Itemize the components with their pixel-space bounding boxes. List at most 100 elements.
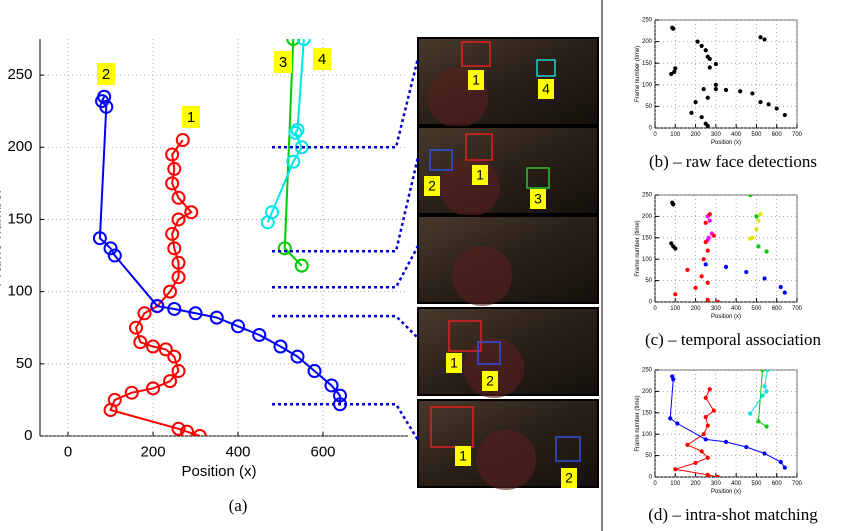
face-label: 1	[450, 355, 458, 371]
x-tick-label: 0	[653, 481, 657, 487]
point	[686, 443, 690, 447]
point	[668, 417, 672, 421]
y-tick-label: 100	[642, 257, 653, 263]
point	[670, 375, 674, 379]
face-label: 1	[476, 167, 484, 183]
face-label: 4	[542, 81, 550, 97]
point	[702, 87, 706, 91]
x-tick-label: 400	[226, 443, 251, 460]
annotation: 1	[187, 109, 195, 126]
point	[783, 291, 787, 295]
point	[708, 387, 712, 391]
point	[696, 40, 700, 44]
point	[779, 285, 783, 289]
point	[714, 83, 718, 87]
x-tick-label: 100	[670, 132, 681, 138]
x-tick-label: 0	[653, 132, 657, 138]
point	[763, 277, 767, 281]
point	[714, 87, 718, 91]
x-axis-label: Position (x)	[711, 140, 741, 146]
point	[704, 263, 708, 267]
point	[671, 203, 675, 207]
frame-figure	[452, 246, 512, 306]
y-tick-label: 0	[649, 300, 653, 306]
point	[766, 368, 770, 372]
y-tick-label: 250	[642, 193, 653, 199]
x-tick-label: 500	[751, 481, 762, 487]
point	[708, 66, 712, 70]
point	[744, 270, 748, 274]
point	[704, 48, 708, 52]
x-tick-label: 300	[711, 132, 722, 138]
point	[671, 27, 675, 31]
frame-link	[272, 316, 418, 338]
point	[694, 286, 698, 290]
series-group	[669, 193, 786, 304]
x-tick-label: 400	[731, 481, 742, 487]
point	[757, 420, 761, 424]
point	[676, 422, 680, 426]
point	[673, 67, 677, 71]
y-tick-label: 0	[649, 126, 653, 132]
caption: (c) – temporal association	[645, 330, 822, 349]
x-axis-label: Position (x)	[711, 314, 741, 320]
caption: (a)	[229, 496, 248, 515]
plot-frame	[655, 20, 797, 128]
point	[744, 445, 748, 449]
point	[759, 100, 763, 104]
point	[700, 450, 704, 454]
point	[706, 96, 710, 100]
x-tick-label: 200	[691, 132, 702, 138]
point	[708, 57, 712, 61]
point	[716, 300, 720, 304]
point	[673, 247, 677, 251]
point	[686, 268, 690, 272]
point	[673, 292, 677, 296]
point	[712, 234, 716, 238]
x-tick-label: 300	[711, 306, 722, 312]
point	[751, 92, 755, 96]
series-group	[94, 33, 346, 442]
point	[700, 115, 704, 119]
point	[673, 467, 677, 471]
point	[704, 415, 708, 419]
face-label: 2	[565, 470, 573, 486]
frame-link	[272, 157, 418, 251]
y-tick-label: 50	[645, 278, 652, 284]
figure: 0200400600050100150200250Position (x)Fra…	[0, 0, 866, 531]
point	[757, 245, 761, 249]
point	[763, 384, 767, 388]
point	[765, 425, 769, 429]
y-axis-label: Frame number	[0, 188, 4, 286]
y-axis-label: Frame number (time)	[635, 46, 641, 102]
point	[763, 452, 767, 456]
x-tick-label: 300	[711, 481, 722, 487]
y-tick-label: 200	[642, 214, 653, 220]
y-tick-label: 150	[642, 410, 653, 416]
y-axis-label: Frame number (time)	[635, 220, 641, 276]
y-tick-label: 250	[7, 66, 32, 83]
annotation: 4	[318, 51, 326, 68]
point	[690, 111, 694, 115]
point	[761, 368, 765, 372]
x-tick-label: 100	[670, 306, 681, 312]
plot-frame	[40, 39, 408, 436]
frame-link	[272, 404, 418, 440]
face-label: 2	[486, 373, 494, 389]
point	[708, 212, 712, 216]
point	[779, 460, 783, 464]
y-tick-label: 200	[7, 138, 32, 155]
point	[694, 100, 698, 104]
x-tick-label: 400	[731, 306, 742, 312]
face-label: 1	[472, 72, 480, 88]
x-tick-label: 200	[691, 306, 702, 312]
point	[706, 249, 710, 253]
frame-figure	[440, 157, 500, 217]
face-label: 2	[428, 178, 436, 194]
x-tick-label: 0	[64, 443, 72, 460]
point	[759, 35, 763, 39]
x-tick-label: 600	[772, 132, 783, 138]
point	[738, 89, 742, 93]
point	[704, 438, 708, 442]
point	[783, 466, 787, 470]
